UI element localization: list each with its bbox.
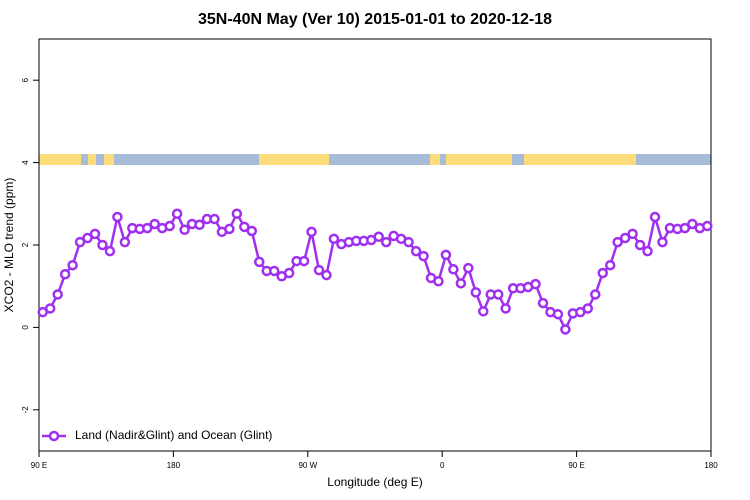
x-tick-label: 180: [704, 461, 718, 470]
x-axis-label: Longitude (deg E): [327, 475, 422, 489]
y-tick-label: 2: [21, 242, 30, 247]
data-point: [231, 208, 243, 219]
y-tick-label: 6: [21, 77, 30, 82]
data-point: [52, 289, 63, 300]
legend-marker: [48, 430, 60, 442]
data-point: [149, 218, 160, 230]
data-point: [283, 267, 295, 279]
data-point: [492, 289, 504, 300]
data-point: [530, 278, 541, 290]
x-tick-label: 0: [440, 461, 445, 470]
data-point: [478, 306, 489, 317]
x-tick-label: 90 E: [568, 461, 584, 470]
data-point: [313, 264, 325, 276]
data-point: [455, 278, 467, 289]
data-point: [537, 297, 549, 309]
land-band: [39, 154, 81, 165]
data-point: [679, 222, 691, 234]
land-band: [430, 154, 440, 165]
data-point: [552, 308, 564, 320]
x-tick-label: 90 E: [31, 461, 47, 470]
data-point: [246, 225, 258, 237]
data-point: [112, 211, 123, 223]
legend-label: Land (Nadir&Glint) and Ocean (Glint): [75, 428, 272, 442]
data-point: [627, 228, 638, 240]
data-point: [209, 213, 220, 225]
data-point: [440, 249, 452, 261]
land-ocean-strip: [39, 154, 711, 165]
data-point: [649, 211, 661, 223]
data-point: [702, 220, 713, 232]
data-point: [500, 303, 511, 314]
x-tick-label: 180: [167, 461, 181, 470]
y-tick-label: -2: [21, 406, 30, 414]
data-point: [321, 269, 332, 281]
data-point: [254, 256, 265, 268]
data-point: [179, 224, 190, 236]
data-point: [119, 236, 131, 248]
data-point: [44, 303, 56, 314]
y-axis-label: XCO2 - MLO trend (ppm): [2, 178, 16, 313]
data-point: [142, 222, 153, 234]
land-band: [259, 154, 329, 165]
data-point: [597, 267, 608, 279]
data-point: [612, 236, 623, 248]
data-point: [171, 208, 183, 219]
x-tick-label: 90 W: [298, 461, 317, 470]
data-point: [470, 287, 482, 298]
land-band: [446, 154, 512, 165]
data-point: [373, 231, 384, 243]
y-tick-label: 4: [21, 160, 30, 165]
data-point: [687, 218, 698, 230]
data-point: [164, 220, 175, 232]
data-point: [448, 264, 459, 275]
data-point: [560, 324, 571, 335]
data-point: [97, 239, 108, 251]
data-point: [224, 223, 235, 235]
data-point: [306, 226, 317, 238]
data-point: [590, 289, 601, 300]
data-point: [657, 236, 668, 248]
data-point: [463, 262, 474, 274]
data-point: [380, 236, 392, 248]
data-point: [104, 245, 116, 257]
data-point: [67, 259, 78, 271]
data-point: [642, 245, 653, 257]
data-point: [634, 239, 646, 251]
data-point: [89, 228, 101, 240]
plot-frame: [38, 38, 712, 452]
data-point: [59, 269, 71, 280]
chart-title: 35N-40N May (Ver 10) 2015-01-01 to 2020-…: [198, 11, 552, 28]
data-point: [604, 259, 616, 271]
data-point: [239, 221, 250, 233]
data-point: [619, 232, 631, 244]
land-band: [104, 154, 114, 165]
land-band: [88, 154, 96, 165]
data-point: [268, 265, 280, 277]
y-tick-label: 0: [21, 325, 30, 330]
data-point: [418, 250, 429, 262]
data-point: [433, 276, 444, 287]
data-point: [403, 236, 414, 248]
ocean-band: [39, 154, 711, 165]
data-point: [582, 303, 594, 314]
data-point: [298, 255, 310, 267]
data-point: [74, 236, 86, 248]
data-point: [410, 245, 422, 257]
data-point: [328, 233, 340, 245]
data-point: [194, 219, 205, 231]
data-point: [82, 232, 93, 244]
land-band: [524, 154, 636, 165]
